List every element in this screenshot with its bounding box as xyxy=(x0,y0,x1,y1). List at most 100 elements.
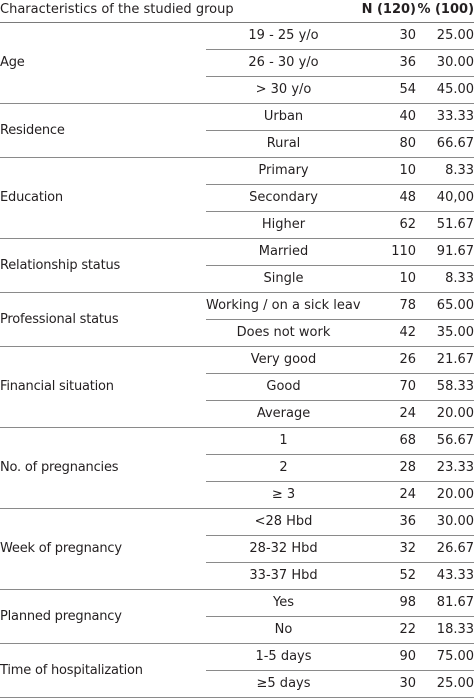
percent-cell: 40,00 xyxy=(416,184,474,212)
header-n: N (120) xyxy=(361,0,417,23)
subcategory-label: Good xyxy=(206,373,362,401)
count-cell: 98 xyxy=(361,589,417,617)
table-row: > 30 y/o 54 45.00 xyxy=(0,76,474,104)
table-row: No. of pregnancies 1 68 56.67 xyxy=(0,427,474,509)
count-cell: 48 xyxy=(361,184,417,212)
subcategory-label: ≥5 days xyxy=(206,670,362,698)
table-row: 28-32 Hbd 32 26.67 xyxy=(0,535,474,563)
category-label: Week of pregnancy xyxy=(0,508,206,590)
count-cell: 54 xyxy=(361,76,417,104)
subcategory-label: Single xyxy=(206,265,362,293)
category-label: Education xyxy=(0,157,206,239)
percent-cell: 21.67 xyxy=(416,346,474,374)
count-cell: 24 xyxy=(361,481,417,509)
table-row: Higher 62 51.67 xyxy=(0,211,474,239)
count-cell: 78 xyxy=(361,292,417,320)
table-row: Average 24 20.00 xyxy=(0,400,474,428)
subcategory-label: Rural xyxy=(206,130,362,158)
subcategory-label: 28-32 Hbd xyxy=(206,535,362,563)
count-cell: 30 xyxy=(361,670,417,698)
subcategory-label: 19 - 25 y/o xyxy=(206,22,362,50)
table-row: Week of pregnancy <28 Hbd 36 30.00 xyxy=(0,508,474,590)
table-header-row: Characteristics of the studied group N (… xyxy=(0,0,474,23)
subcategory-label: Married xyxy=(206,238,362,266)
count-cell: 36 xyxy=(361,508,417,536)
percent-cell: 23.33 xyxy=(416,454,474,482)
percent-cell: 45.00 xyxy=(416,76,474,104)
count-cell: 70 xyxy=(361,373,417,401)
subcategory-label: 2 xyxy=(206,454,362,482)
subcategory-label: Higher xyxy=(206,211,362,239)
table-row: Does not work 42 35.00 xyxy=(0,319,474,347)
percent-cell: 35.00 xyxy=(416,319,474,347)
subcategory-label: > 30 y/o xyxy=(206,76,362,104)
count-cell: 62 xyxy=(361,211,417,239)
table-row: No 22 18.33 xyxy=(0,616,474,644)
subcategory-label: Yes xyxy=(206,589,362,617)
subcategory-label: 1-5 days xyxy=(206,643,362,671)
table-row: Good 70 58.33 xyxy=(0,373,474,401)
count-cell: 30 xyxy=(361,22,417,50)
subcategory-label: Urban xyxy=(206,103,362,131)
count-cell: 68 xyxy=(361,427,417,455)
percent-cell: 25.00 xyxy=(416,22,474,50)
category-label: Relationship status xyxy=(0,238,206,293)
percent-cell: 8.33 xyxy=(416,157,474,185)
percent-cell: 25.00 xyxy=(416,670,474,698)
table-row: 2 28 23.33 xyxy=(0,454,474,482)
count-cell: 40 xyxy=(361,103,417,131)
count-cell: 80 xyxy=(361,130,417,158)
table-row: Financial situation Very good 26 21.67 xyxy=(0,346,474,428)
percent-cell: 91.67 xyxy=(416,238,474,266)
subcategory-label: Working / on a sick leave xyxy=(206,292,362,320)
table-row: 26 - 30 y/o 36 30.00 xyxy=(0,49,474,77)
category-label: Time of hospitalization xyxy=(0,643,206,698)
count-cell: 42 xyxy=(361,319,417,347)
count-cell: 110 xyxy=(361,238,417,266)
percent-cell: 18.33 xyxy=(416,616,474,644)
count-cell: 52 xyxy=(361,562,417,590)
percent-cell: 75.00 xyxy=(416,643,474,671)
percent-cell: 8.33 xyxy=(416,265,474,293)
table-row: Age 19 - 25 y/o 30 25.00 xyxy=(0,22,474,104)
category-label: Age xyxy=(0,22,206,104)
subcategory-label: Does not work xyxy=(206,319,362,347)
count-cell: 22 xyxy=(361,616,417,644)
subcategory-label: 33-37 Hbd xyxy=(206,562,362,590)
table-row: 33-37 Hbd 52 43.33 xyxy=(0,562,474,590)
count-cell: 26 xyxy=(361,346,417,374)
header-characteristics: Characteristics of the studied group xyxy=(0,0,362,23)
table-row: Secondary 48 40,00 xyxy=(0,184,474,212)
count-cell: 32 xyxy=(361,535,417,563)
count-cell: 10 xyxy=(361,157,417,185)
table-row: Rural 80 66.67 xyxy=(0,130,474,158)
percent-cell: 30.00 xyxy=(416,49,474,77)
subcategory-label: No xyxy=(206,616,362,644)
table-row: Education Primary 10 8.33 xyxy=(0,157,474,239)
table-row: Time of hospitalization 1-5 days 90 75.00 xyxy=(0,643,474,698)
subcategory-label: Average xyxy=(206,400,362,428)
percent-cell: 66.67 xyxy=(416,130,474,158)
table-row: Residence Urban 40 33.33 xyxy=(0,103,474,158)
percent-cell: 58.33 xyxy=(416,373,474,401)
subcategory-label: Secondary xyxy=(206,184,362,212)
subcategory-label: <28 Hbd xyxy=(206,508,362,536)
table-row: Planned pregnancy Yes 98 81.67 xyxy=(0,589,474,644)
category-label: Planned pregnancy xyxy=(0,589,206,644)
category-label: No. of pregnancies xyxy=(0,427,206,509)
percent-cell: 20.00 xyxy=(416,481,474,509)
count-cell: 90 xyxy=(361,643,417,671)
table-row: Relationship status Married 110 91.67 xyxy=(0,238,474,293)
count-cell: 36 xyxy=(361,49,417,77)
table-row: Single 10 8.33 xyxy=(0,265,474,293)
table-row: ≥ 3 24 20.00 xyxy=(0,481,474,509)
percent-cell: 51.67 xyxy=(416,211,474,239)
percent-cell: 65.00 xyxy=(416,292,474,320)
subcategory-label: Primary xyxy=(206,157,362,185)
category-label: Residence xyxy=(0,103,206,158)
count-cell: 10 xyxy=(361,265,417,293)
subcategory-label: Very good xyxy=(206,346,362,374)
subcategory-label: 26 - 30 y/o xyxy=(206,49,362,77)
percent-cell: 81.67 xyxy=(416,589,474,617)
